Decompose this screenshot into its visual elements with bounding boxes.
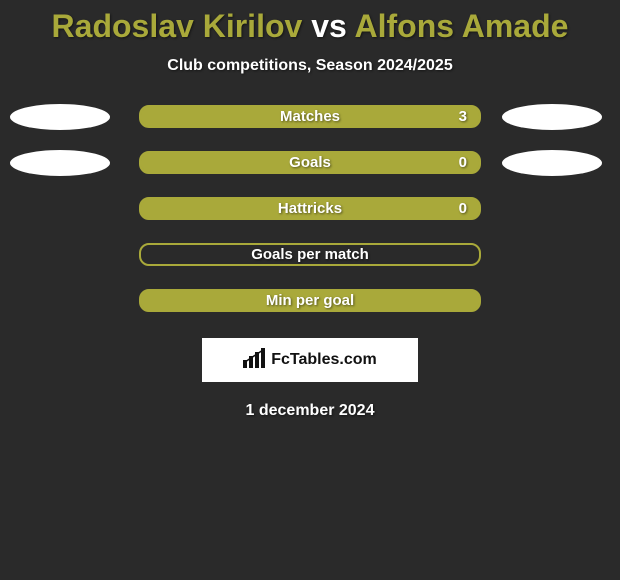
stat-value: 0 xyxy=(459,200,467,217)
player1-name: Radoslav Kirilov xyxy=(52,8,303,44)
stat-row: Min per goal xyxy=(0,289,620,312)
brand-badge: FcTables.com xyxy=(202,338,418,382)
stat-row: Goals per match xyxy=(0,243,620,266)
date-text: 1 december 2024 xyxy=(246,402,375,420)
stat-value: 3 xyxy=(459,108,467,125)
stat-row: Matches 3 xyxy=(0,105,620,128)
stat-bar: Goals 0 xyxy=(139,151,481,174)
stat-value: 0 xyxy=(459,154,467,171)
stat-label: Goals xyxy=(289,154,331,171)
stat-bar: Hattricks 0 xyxy=(139,197,481,220)
comparison-infographic: Radoslav Kirilov vs Alfons Amade Club co… xyxy=(0,0,620,580)
page-title: Radoslav Kirilov vs Alfons Amade xyxy=(52,8,569,45)
stat-label: Matches xyxy=(280,108,340,125)
stat-rows: Matches 3 Goals 0 Hattricks 0 Goals per match M… xyxy=(0,105,620,312)
left-oval xyxy=(10,150,110,176)
vs-separator: vs xyxy=(311,8,347,44)
right-oval xyxy=(502,104,602,130)
right-oval xyxy=(502,150,602,176)
stat-label: Goals per match xyxy=(251,246,369,263)
player2-name: Alfons Amade xyxy=(354,8,568,44)
stat-bar: Min per goal xyxy=(139,289,481,312)
stat-row: Hattricks 0 xyxy=(0,197,620,220)
stat-row: Goals 0 xyxy=(0,151,620,174)
left-oval xyxy=(10,104,110,130)
stat-bar: Goals per match xyxy=(139,243,481,266)
stat-label: Hattricks xyxy=(278,200,342,217)
stat-bar: Matches 3 xyxy=(139,105,481,128)
subtitle: Club competitions, Season 2024/2025 xyxy=(167,57,452,75)
brand-text: FcTables.com xyxy=(271,351,377,369)
stat-label: Min per goal xyxy=(266,292,354,309)
brand-chart-icon xyxy=(243,348,267,373)
